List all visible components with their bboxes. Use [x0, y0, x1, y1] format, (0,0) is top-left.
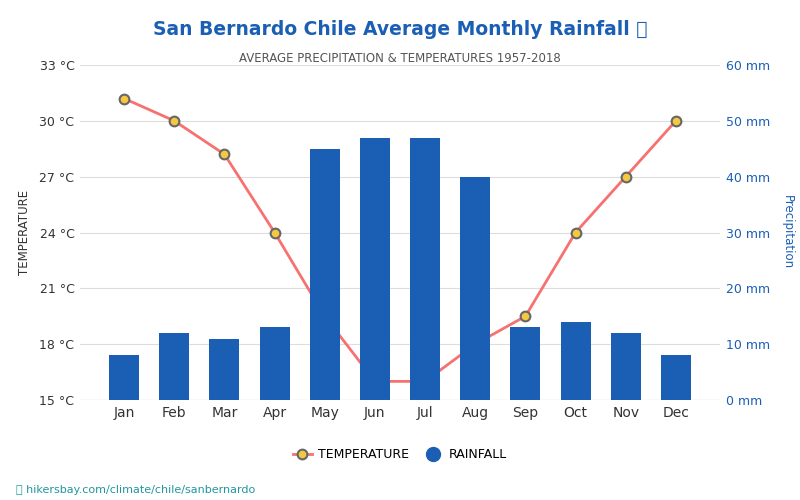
Bar	[561, 322, 590, 400]
Bar	[510, 328, 541, 400]
Bar	[360, 138, 390, 400]
Bar	[259, 328, 290, 400]
Text: 📍 hikersbay.com/climate/chile/sanbernardo: 📍 hikersbay.com/climate/chile/sanbernard…	[16, 485, 255, 495]
Bar	[610, 333, 641, 400]
Y-axis label: Precipitation: Precipitation	[781, 196, 794, 270]
Bar	[310, 149, 340, 400]
Bar	[410, 138, 440, 400]
Text: San Bernardo Chile Average Monthly Rainfall 🌧: San Bernardo Chile Average Monthly Rainf…	[153, 20, 647, 39]
Bar	[661, 356, 691, 400]
Text: AVERAGE PRECIPITATION & TEMPERATURES 1957-2018: AVERAGE PRECIPITATION & TEMPERATURES 195…	[239, 52, 561, 66]
Y-axis label: TEMPERATURE: TEMPERATURE	[18, 190, 31, 275]
Bar	[159, 333, 190, 400]
Legend: TEMPERATURE, RAINFALL: TEMPERATURE, RAINFALL	[288, 443, 512, 466]
Bar	[109, 356, 139, 400]
Bar	[210, 338, 239, 400]
Bar	[460, 176, 490, 400]
